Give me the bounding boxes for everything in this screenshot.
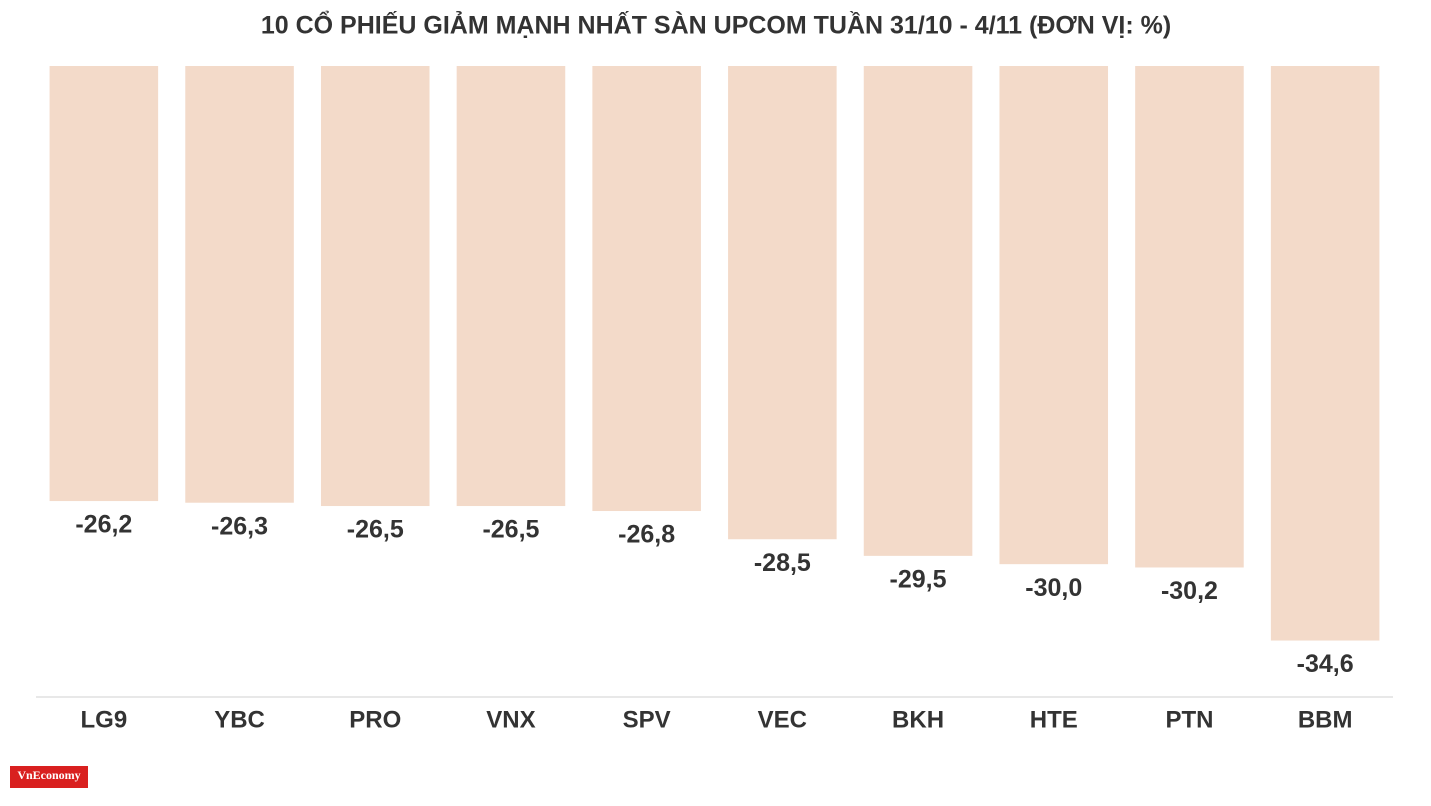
x-tick-label: VEC: [758, 706, 807, 733]
bar: [999, 66, 1109, 565]
x-tick-label: BKH: [892, 706, 944, 733]
value-label: -26,5: [482, 516, 539, 544]
value-label: -34,6: [1297, 650, 1354, 678]
x-tick-label: LG9: [81, 706, 128, 733]
x-tick-label: PRO: [349, 706, 401, 733]
value-label: -30,2: [1161, 577, 1218, 605]
x-tick-label: HTE: [1030, 706, 1078, 733]
value-label: -26,5: [347, 516, 404, 544]
value-label: -29,5: [890, 565, 947, 593]
logo-box: [10, 766, 88, 788]
x-tick-label: BBM: [1298, 706, 1353, 733]
bar: [728, 66, 837, 540]
logo: VnEconomy: [17, 768, 80, 782]
value-label: -26,8: [618, 521, 675, 549]
bar: [1270, 66, 1380, 641]
x-tick-label: SPV: [623, 706, 671, 733]
chart-title: 10 CỔ PHIẾU GIẢM MẠNH NHẤT SÀN UPCOM TUẦ…: [261, 10, 1171, 40]
value-label: -26,3: [211, 512, 268, 540]
x-tick-label: PTN: [1165, 706, 1213, 733]
x-tick-label: YBC: [214, 706, 265, 733]
bar: [863, 66, 973, 556]
bar: [185, 66, 294, 503]
bar: [49, 66, 159, 502]
value-label: -28,5: [754, 549, 811, 577]
bar: [1135, 66, 1244, 568]
value-label: -26,2: [75, 511, 132, 539]
value-label: -30,0: [1025, 574, 1082, 602]
bar: [592, 66, 701, 512]
x-tick-label: VNX: [486, 706, 535, 733]
bar: [456, 66, 566, 507]
bar: [320, 66, 430, 507]
